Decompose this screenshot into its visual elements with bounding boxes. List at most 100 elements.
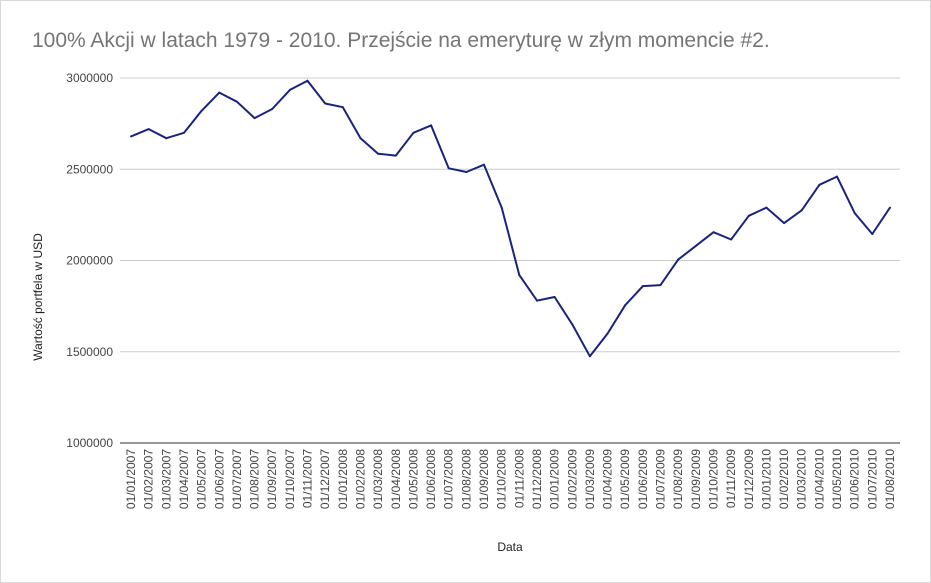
x-tick-label: 01/01/2007 xyxy=(124,449,138,509)
data-point xyxy=(641,285,644,288)
data-point xyxy=(730,238,733,241)
chart-title: 100% Akcji w latach 1979 - 2010. Przejśc… xyxy=(32,29,770,52)
data-point xyxy=(200,109,203,112)
y-tick-label: 2000000 xyxy=(66,254,113,268)
x-tick-label: 01/06/2009 xyxy=(636,449,650,509)
x-tick-label: 01/05/2008 xyxy=(406,449,420,509)
x-tick-label: 01/05/2010 xyxy=(830,449,844,509)
x-tick-label: 01/01/2008 xyxy=(336,449,350,509)
data-point xyxy=(518,274,521,277)
data-point xyxy=(694,244,697,247)
data-point xyxy=(447,167,450,170)
x-tick-label: 01/05/2009 xyxy=(618,449,632,509)
x-tick-label: 01/03/2010 xyxy=(795,449,809,509)
data-point xyxy=(765,206,768,209)
x-tick-label: 01/08/2009 xyxy=(671,449,685,509)
y-axis-title: Wartość portfela w USD xyxy=(31,233,45,361)
data-point xyxy=(677,258,680,261)
data-point xyxy=(747,214,750,217)
x-tick-label: 01/10/2008 xyxy=(495,449,509,509)
data-point xyxy=(341,106,344,109)
data-point xyxy=(712,231,715,234)
x-tick-label: 01/04/2010 xyxy=(812,449,826,509)
data-point xyxy=(588,355,591,358)
y-axis-ticks: 1000000 1500000 2000000 2500000 3000000 xyxy=(66,71,113,450)
x-tick-label: 01/07/2007 xyxy=(230,449,244,509)
data-point xyxy=(871,233,874,235)
data-point xyxy=(324,102,327,105)
data-point xyxy=(147,128,150,131)
data-point xyxy=(853,212,856,215)
x-tick-label: 01/03/2008 xyxy=(371,449,385,509)
x-tick-label: 01/02/2009 xyxy=(565,449,579,509)
x-axis-ticks: 01/01/2007 01/02/2007 01/03/2007 01/04/2007… xyxy=(124,449,897,509)
gridlines xyxy=(120,77,900,444)
data-point xyxy=(889,206,891,209)
data-point xyxy=(430,124,433,127)
data-point xyxy=(465,171,468,173)
data-point xyxy=(183,131,185,134)
y-tick-label: 3000000 xyxy=(66,71,113,85)
data-point xyxy=(253,117,256,120)
data-point xyxy=(536,299,538,302)
x-tick-label: 01/06/2007 xyxy=(212,449,226,509)
data-point xyxy=(235,100,238,103)
data-point xyxy=(500,206,503,209)
data-point xyxy=(359,137,362,140)
x-tick-label: 01/04/2009 xyxy=(601,449,615,509)
x-tick-label: 01/08/2008 xyxy=(459,449,473,509)
x-tick-label: 01/07/2008 xyxy=(442,449,456,509)
x-tick-label: 01/12/2007 xyxy=(318,449,332,509)
data-point xyxy=(165,137,168,140)
x-tick-label: 01/03/2007 xyxy=(159,449,173,509)
data-point xyxy=(271,108,274,110)
data-point xyxy=(783,222,786,225)
x-tick-label: 01/08/2010 xyxy=(883,449,897,509)
x-tick-label: 01/06/2010 xyxy=(848,449,862,509)
data-point xyxy=(483,163,485,166)
data-point xyxy=(659,284,662,287)
x-tick-label: 01/01/2010 xyxy=(759,449,773,509)
y-tick-label: 1000000 xyxy=(66,436,113,450)
x-tick-label: 01/11/2007 xyxy=(301,449,315,508)
x-tick-label: 01/12/2008 xyxy=(530,449,544,509)
x-tick-label: 01/09/2007 xyxy=(265,449,279,509)
data-point xyxy=(377,152,380,155)
series-line xyxy=(130,79,891,358)
x-tick-label: 01/11/2008 xyxy=(512,449,526,508)
x-tick-label: 01/02/2008 xyxy=(353,449,367,509)
y-tick-label: 1500000 xyxy=(66,345,113,359)
x-tick-label: 01/12/2009 xyxy=(742,449,756,509)
x-tick-label: 01/09/2009 xyxy=(689,449,703,509)
x-tick-label: 01/11/2009 xyxy=(724,449,738,508)
y-tick-label: 2500000 xyxy=(66,162,113,176)
data-point xyxy=(571,323,574,326)
x-tick-label: 01/07/2010 xyxy=(865,449,879,509)
x-tick-label: 01/03/2009 xyxy=(583,449,597,509)
data-point xyxy=(624,304,627,307)
data-point xyxy=(394,154,397,157)
x-tick-label: 01/09/2008 xyxy=(477,449,491,509)
x-tick-label: 01/01/2009 xyxy=(548,449,562,509)
x-tick-label: 01/08/2007 xyxy=(248,449,262,509)
data-point xyxy=(218,91,221,94)
x-tick-label: 01/05/2007 xyxy=(195,449,209,509)
x-axis-title: Data xyxy=(497,540,523,554)
data-point xyxy=(606,332,609,335)
data-point xyxy=(553,296,556,298)
data-point xyxy=(800,209,803,212)
data-point xyxy=(306,79,309,82)
x-tick-label: 01/10/2009 xyxy=(706,449,720,509)
x-tick-label: 01/02/2007 xyxy=(142,449,156,509)
series-group xyxy=(130,79,891,358)
data-point xyxy=(130,135,132,138)
data-point xyxy=(412,131,415,134)
data-point xyxy=(836,175,838,178)
data-point xyxy=(288,88,291,91)
x-tick-label: 01/02/2010 xyxy=(777,449,791,509)
x-tick-label: 01/04/2008 xyxy=(389,449,403,509)
x-tick-label: 01/07/2009 xyxy=(654,449,668,509)
x-tick-label: 01/10/2007 xyxy=(283,449,297,509)
